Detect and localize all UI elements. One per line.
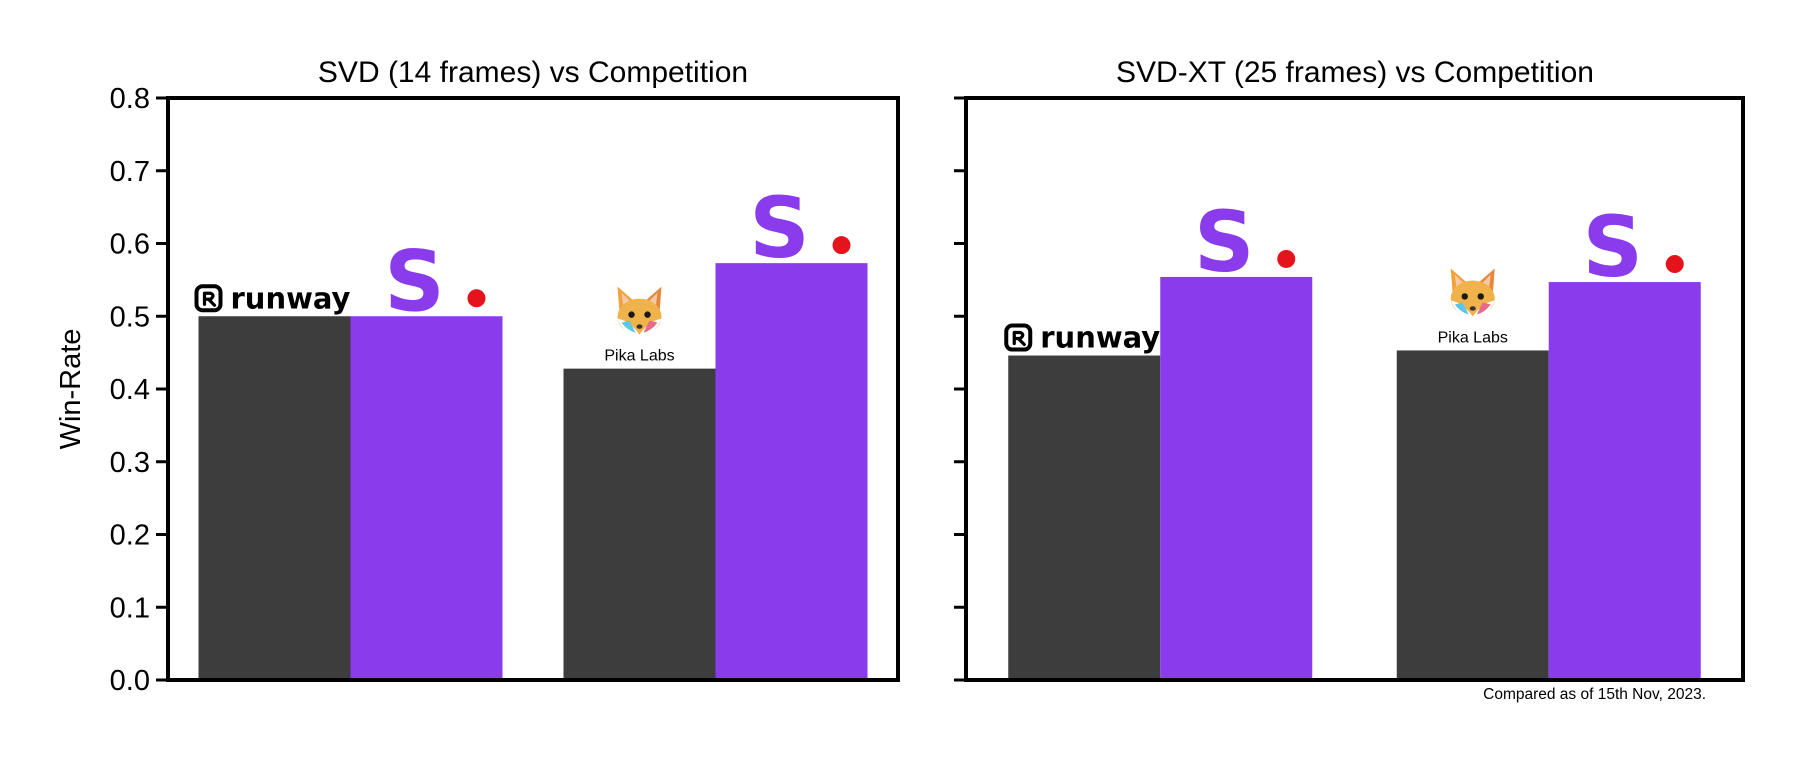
y-tick-label: 0.7: [110, 156, 150, 188]
y-tick-label: 0.2: [110, 520, 150, 552]
chart-panel-2: runway S Pika Labs S SVD-XT (25 frames) vs C…: [954, 56, 1745, 682]
runway-text: runway: [1040, 321, 1160, 355]
pika-logo: Pika Labs: [1438, 268, 1508, 346]
bar-runway-stability: [1160, 276, 1313, 680]
y-tick-label: 0.0: [110, 665, 150, 697]
bar-pika-labs-stability: [715, 263, 868, 680]
footnote: Compared as of 15th Nov, 2023.: [1483, 686, 1706, 703]
chart-panel-1: runway S Pika Labs S 0.0 0.1 0.2 0.3 0.4 0.5 0.6 0.…: [55, 56, 900, 697]
pika-fox-icon: [617, 286, 662, 337]
bar-pika-labs-competitor: [1396, 350, 1549, 680]
stability-letter: S: [1583, 198, 1644, 296]
fox-nose: [636, 324, 643, 329]
runway-icon: [1004, 323, 1033, 352]
stability-dot: [832, 236, 851, 255]
runway-icon-r: [1012, 330, 1026, 347]
y-axis-label: Win-Rate: [55, 329, 87, 450]
pika-logo: Pika Labs: [604, 286, 675, 365]
y-tick-label: 0.8: [110, 83, 150, 115]
runway-logo: runway: [194, 281, 351, 315]
stability-letter: S: [749, 179, 810, 277]
stability-letter: S: [1194, 193, 1255, 291]
fox-cheek-left: [621, 320, 636, 333]
bar-pika-labs-stability: [1548, 282, 1701, 680]
stability-dot: [1665, 255, 1684, 274]
pika-fox-icon: [1450, 268, 1495, 319]
bar-runway-competitor: [1008, 355, 1161, 680]
fox-eye-left: [1461, 293, 1468, 300]
runway-logo: runway: [1004, 321, 1160, 355]
pika-text: Pika Labs: [1438, 329, 1508, 346]
stability-logo: S: [384, 232, 486, 330]
stability-logo: S: [1583, 198, 1684, 296]
y-tick-label: 0.3: [110, 447, 150, 479]
stability-logo: S: [1194, 193, 1296, 291]
fox-nose: [1469, 306, 1476, 311]
runway-text: runway: [231, 281, 351, 315]
fox-muzzle: [617, 318, 662, 337]
y-tick-label: 0.4: [110, 374, 150, 406]
fox-cheek-left: [1454, 302, 1469, 315]
stability-letter: S: [384, 232, 445, 330]
y-tick-label: 0.5: [110, 301, 150, 333]
runway-icon-r: [202, 291, 217, 307]
y-tick-label: 0.6: [110, 229, 150, 261]
bar-runway-stability: [350, 316, 503, 680]
pika-text: Pika Labs: [604, 348, 674, 365]
stability-dot: [467, 289, 486, 308]
fox-eye-right: [1477, 293, 1484, 300]
bar-pika-labs-competitor: [563, 368, 716, 680]
fox-cheek-right: [643, 320, 658, 333]
stability-logo: S: [749, 179, 851, 277]
runway-icon: [194, 284, 223, 313]
fox-muzzle: [1450, 300, 1495, 319]
fox-cheek-right: [1476, 302, 1491, 315]
fox-eye-left: [628, 311, 635, 318]
bar-runway-competitor: [198, 316, 351, 680]
chart-title: SVD-XT (25 frames) vs Competition: [1116, 56, 1594, 89]
fox-eye-right: [644, 311, 651, 318]
y-tick-label: 0.1: [110, 592, 150, 624]
chart-title: SVD (14 frames) vs Competition: [318, 56, 748, 89]
stability-dot: [1277, 249, 1296, 268]
